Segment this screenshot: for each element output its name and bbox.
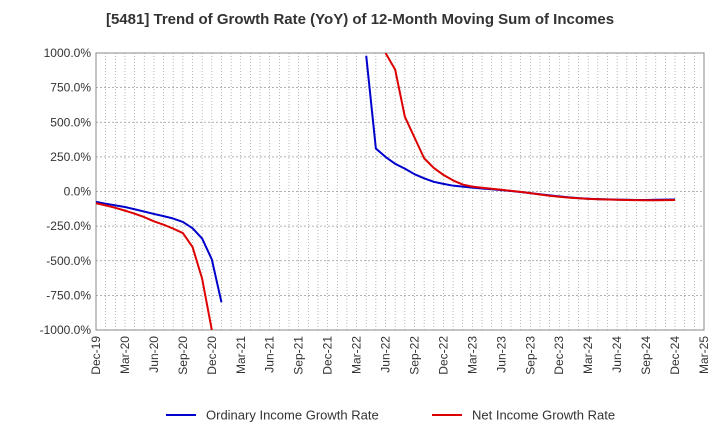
y-tick-label: -500.0% (46, 254, 91, 268)
x-tick-label: Dec-23 (552, 336, 566, 375)
series-line-segment (96, 202, 213, 330)
x-tick-label: Sep-21 (292, 336, 306, 375)
x-tick-label: Mar-23 (465, 336, 479, 374)
x-tick-label: Dec-20 (205, 336, 219, 375)
y-tick-label: 1000.0% (44, 46, 92, 60)
y-tick-label: 500.0% (50, 115, 91, 129)
chart-title: [5481] Trend of Growth Rate (YoY) of 12-… (106, 11, 614, 28)
x-tick-label: Mar-25 (697, 336, 711, 374)
series-line-segment (96, 200, 223, 303)
series-2-line (96, 53, 676, 330)
x-tick-label: Sep-20 (176, 336, 190, 375)
x-tick-label: Jun-23 (494, 336, 508, 373)
x-tick-label: Dec-22 (436, 336, 450, 375)
y-tick-label: 0.0% (64, 185, 92, 199)
series (96, 53, 676, 330)
grid (96, 53, 704, 330)
x-tick-label: Dec-24 (668, 336, 682, 375)
x-tick-label: Sep-23 (523, 336, 537, 375)
series-line-segment (384, 53, 676, 202)
x-tick-label: Jun-24 (610, 336, 624, 373)
x-tick-label: Dec-19 (89, 336, 103, 375)
x-tick-label: Jun-22 (379, 336, 393, 373)
x-tick-label: Mar-22 (350, 336, 364, 374)
legend-label: Ordinary Income Growth Rate (206, 408, 379, 423)
y-tick-label: -250.0% (46, 219, 91, 233)
plot-frame (95, 52, 705, 331)
x-tick-label: Jun-20 (147, 336, 161, 373)
x-tick-label: Jun-21 (263, 336, 277, 373)
legend: Ordinary Income Growth Rate Net Income Gr… (166, 408, 615, 423)
x-tick-label: Mar-24 (581, 336, 595, 374)
axes: 1000.0% 750.0% 500.0% 250.0% 0.0% -250.0% -500… (40, 46, 711, 375)
x-tick-label: Sep-24 (639, 336, 653, 375)
x-tick-label: Mar-21 (234, 336, 248, 374)
y-tick-label: -750.0% (46, 288, 91, 302)
x-tick-label: Mar-20 (118, 336, 132, 374)
legend-label: Net Income Growth Rate (472, 408, 615, 423)
x-tick-label: Dec-21 (321, 336, 335, 375)
y-tick-label: 250.0% (50, 150, 91, 164)
x-tick-label: Sep-22 (407, 336, 421, 375)
y-tick-label: 750.0% (50, 81, 91, 95)
y-tick-label: -1000.0% (40, 323, 92, 337)
